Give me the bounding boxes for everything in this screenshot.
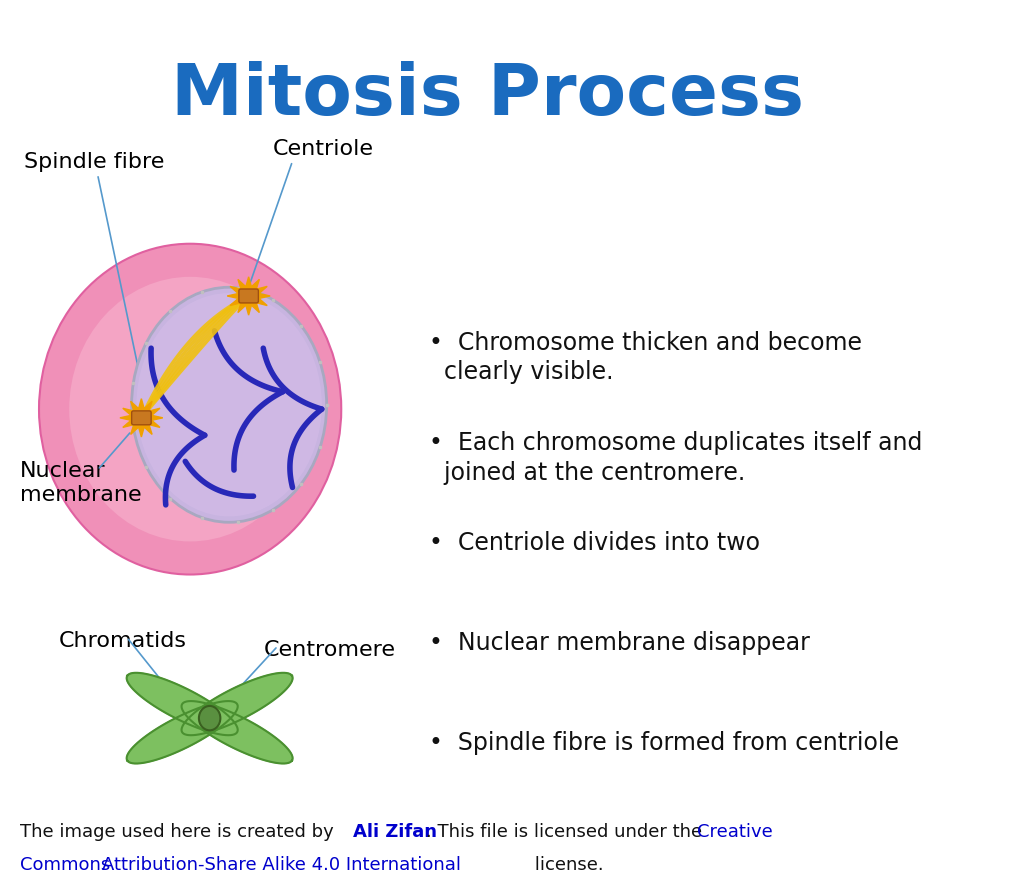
Polygon shape [181,673,293,735]
Polygon shape [127,673,238,735]
Text: •  Spindle fibre is formed from centriole: • Spindle fibre is formed from centriole [429,731,899,755]
Ellipse shape [199,706,220,731]
Text: Spindle fibre: Spindle fibre [25,153,165,173]
Ellipse shape [132,288,327,523]
Text: Ali Zifan: Ali Zifan [353,823,437,840]
Ellipse shape [136,293,322,517]
Text: Mitosis Process: Mitosis Process [171,61,804,130]
Text: Chromatids: Chromatids [58,631,186,651]
Text: license.: license. [529,856,604,873]
Polygon shape [227,277,270,315]
Polygon shape [127,701,238,764]
Text: Nuclear
membrane: Nuclear membrane [19,461,141,504]
Text: Centriole: Centriole [273,139,374,160]
Ellipse shape [70,277,311,541]
FancyBboxPatch shape [132,410,152,424]
Text: The image used here is created by: The image used here is created by [19,823,339,840]
Text: •  Chromosome thicken and become
  clearly visible.: • Chromosome thicken and become clearly … [429,331,862,384]
Text: Centromere: Centromere [263,640,395,660]
Polygon shape [120,399,163,437]
Text: Creative: Creative [697,823,773,840]
Text: . This file is licensed under the: . This file is licensed under the [426,823,708,840]
Text: •  Centriole divides into two: • Centriole divides into two [429,531,760,555]
Text: •  Nuclear membrane disappear: • Nuclear membrane disappear [429,631,810,655]
Text: Commons: Commons [19,856,110,873]
Polygon shape [181,701,293,764]
Text: •  Each chromosome duplicates itself and
  joined at the centromere.: • Each chromosome duplicates itself and … [429,431,923,485]
FancyBboxPatch shape [239,289,258,303]
Text: Attribution-Share Alike 4.0 International: Attribution-Share Alike 4.0 Internationa… [102,856,462,873]
Ellipse shape [39,244,341,574]
